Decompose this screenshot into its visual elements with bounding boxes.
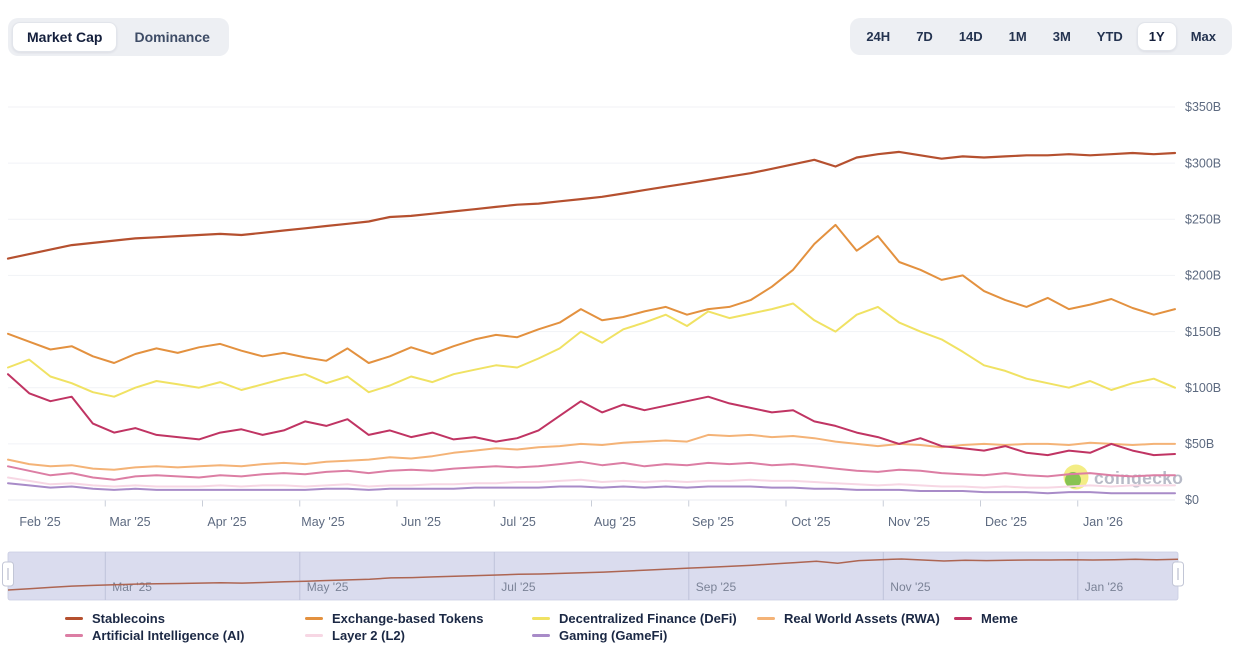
x-tick-sep25: Sep '25	[692, 515, 734, 529]
y-tick-100b: $100B	[1185, 381, 1221, 395]
series-line-exchange-based-tokens	[7, 223, 1176, 364]
y-tick-250b: $250B	[1185, 213, 1221, 227]
layer2-swatch-icon	[305, 634, 323, 637]
ai-swatch-icon	[65, 634, 83, 637]
y-tick-350b: $350B	[1185, 100, 1221, 114]
series-lines	[6, 150, 1177, 495]
legend-item-gaming[interactable]: Gaming (GameFi)	[532, 628, 667, 643]
legend-item-ai[interactable]: Artificial Intelligence (AI)	[65, 628, 244, 643]
series-line-meme	[7, 373, 1176, 457]
x-tick-nov25: Nov '25	[888, 515, 930, 529]
navigator: Mar '25 May '25 Jul '25 Sep '25 Nov '25 …	[2, 551, 1184, 601]
series-line-stablecoins	[6, 150, 1177, 260]
coingecko-watermark-text: coingecko	[1094, 468, 1183, 488]
gaming-swatch-icon	[532, 634, 550, 637]
x-tick-dec25: Dec '25	[985, 515, 1027, 529]
dominance-tab[interactable]: Dominance	[119, 22, 224, 52]
navigator-handle-right[interactable]	[1172, 561, 1184, 587]
plot-area[interactable]	[8, 100, 1175, 500]
x-axis-labels: Feb '25 Mar '25 Apr '25 May '25 Jun '25 …	[19, 515, 1123, 529]
range-ytd-button[interactable]: YTD	[1085, 22, 1135, 51]
series-line-decentralized-finance-defi	[7, 302, 1176, 398]
range-3m-button[interactable]: 3M	[1041, 22, 1083, 51]
meme-swatch-icon	[954, 617, 972, 620]
y-tick-150b: $150B	[1185, 325, 1221, 339]
x-axis-ticks	[104, 500, 1079, 507]
x-tick-aug25: Aug '25	[594, 515, 636, 529]
toolbar: Market Cap Dominance 24H 7D 14D 1M 3M YT…	[8, 18, 1232, 56]
range-1y-button[interactable]: 1Y	[1136, 22, 1177, 51]
range-max-button[interactable]: Max	[1179, 22, 1228, 51]
defi-swatch-icon	[532, 617, 550, 620]
y-tick-300b: $300B	[1185, 156, 1221, 170]
svg-text:Nov '25: Nov '25	[890, 580, 931, 594]
y-axis-labels: $350B $300B $250B $200B $150B $100B $50B…	[1185, 100, 1221, 507]
y-tick-50b: $50B	[1185, 437, 1214, 451]
rwa-swatch-icon	[757, 617, 775, 620]
x-tick-jan26: Jan '26	[1083, 515, 1123, 529]
time-range-group: 24H 7D 14D 1M 3M YTD 1Y Max	[850, 18, 1232, 55]
range-24h-button[interactable]: 24H	[854, 22, 902, 51]
y-tick-200b: $200B	[1185, 269, 1221, 283]
svg-text:Jan '26: Jan '26	[1085, 580, 1124, 594]
legend-item-exchange-based-tokens[interactable]: Exchange-based Tokens	[305, 611, 483, 626]
legend-item-rwa[interactable]: Real World Assets (RWA)	[757, 611, 940, 626]
coingecko-watermark: coingecko	[1063, 464, 1183, 490]
series-line-real-world-assets-rwa	[7, 433, 1176, 471]
svg-text:Jul '25: Jul '25	[501, 580, 536, 594]
range-14d-button[interactable]: 14D	[947, 22, 995, 51]
market-cap-tab[interactable]: Market Cap	[12, 22, 118, 52]
x-tick-mar25: Mar '25	[109, 515, 150, 529]
legend-item-meme[interactable]: Meme	[954, 611, 1018, 626]
chart-legend: Stablecoins Exchange-based Tokens Decent…	[0, 609, 1240, 649]
x-tick-jul25: Jul '25	[500, 515, 536, 529]
navigator-track[interactable]	[7, 551, 1179, 601]
legend-item-defi[interactable]: Decentralized Finance (DeFi)	[532, 611, 737, 626]
series-line-layer-2-l2	[7, 476, 1176, 489]
range-1m-button[interactable]: 1M	[997, 22, 1039, 51]
x-tick-feb25: Feb '25	[19, 515, 60, 529]
range-7d-button[interactable]: 7D	[904, 22, 945, 51]
svg-text:May '25: May '25	[307, 580, 349, 594]
svg-text:Sep '25: Sep '25	[696, 580, 737, 594]
legend-item-stablecoins[interactable]: Stablecoins	[65, 611, 165, 626]
series-line-gaming-gamefi	[7, 482, 1176, 495]
svg-text:Mar '25: Mar '25	[112, 580, 152, 594]
exchange-tokens-swatch-icon	[305, 617, 323, 620]
navigator-handle-left[interactable]	[2, 561, 14, 587]
x-tick-jun25: Jun '25	[401, 515, 441, 529]
legend-item-layer2[interactable]: Layer 2 (L2)	[305, 628, 405, 643]
x-tick-may25: May '25	[301, 515, 344, 529]
navigator-preview-line	[7, 558, 1179, 591]
view-toggle-group: Market Cap Dominance	[8, 18, 229, 56]
series-line-artificial-intelligence-ai	[7, 460, 1176, 481]
x-tick-oct25: Oct '25	[791, 515, 830, 529]
y-tick-0: $0	[1185, 493, 1199, 507]
stablecoins-swatch-icon	[65, 617, 83, 620]
x-tick-apr25: Apr '25	[207, 515, 246, 529]
